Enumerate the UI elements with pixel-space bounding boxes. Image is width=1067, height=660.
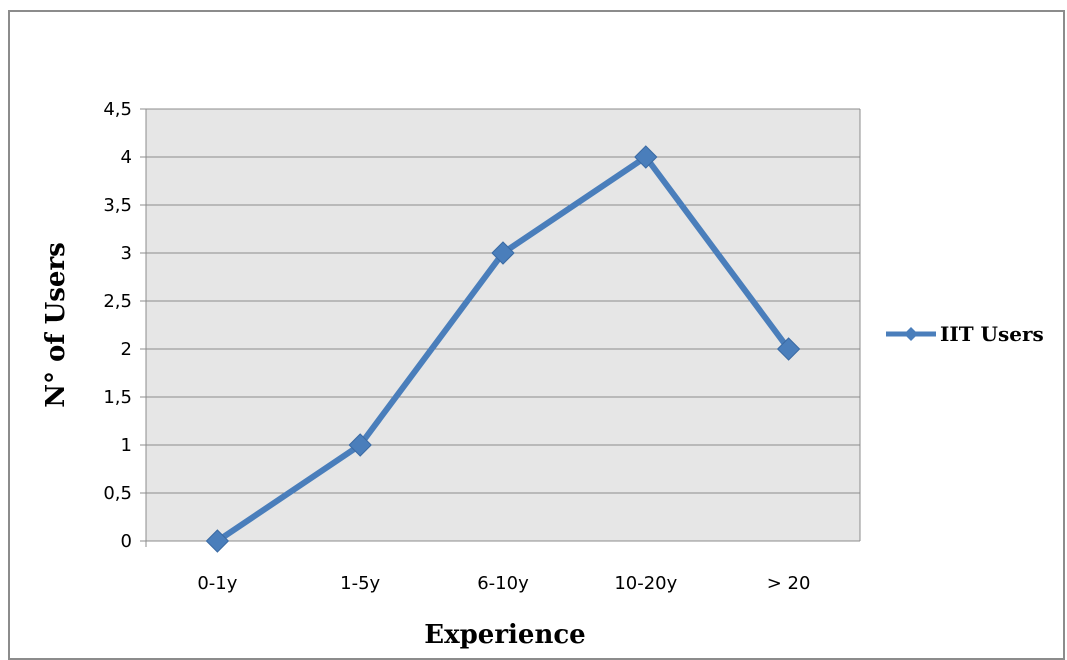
legend-label: IIT Users [940,322,1044,346]
data-point-marker [348,433,372,457]
data-point-marker [491,241,515,265]
plot-area [146,109,860,541]
y-tick-label: 4 [121,147,132,168]
data-point-marker [776,337,801,361]
series-group [205,145,801,553]
x-tick-label: 1-5y [340,573,380,594]
gridlines [140,108,861,547]
x-tick-label: 10-20y [614,573,677,594]
y-tick-label: 0,5 [103,483,132,504]
y-tick-label: 4,5 [103,99,132,120]
x-tick-label: > 20 [767,573,811,594]
y-axis-title: N° of Users [41,242,71,408]
y-tick-label: 3,5 [103,195,132,216]
x-axis-title: Experience [424,620,585,650]
x-tick-labels: 0-1y 1-5y 6-10y 10-20y > 20 [197,573,810,594]
data-point-marker [205,529,230,553]
legend: IIT Users [886,322,1044,346]
legend-marker [904,327,918,341]
y-tick-label: 1 [121,435,132,456]
y-tick-label: 2,5 [103,291,132,312]
y-tick-label: 3 [121,243,132,264]
y-tick-label: 0 [121,531,132,552]
y-tick-label: 2 [121,339,132,360]
x-tick-label: 0-1y [197,573,237,594]
x-tick-label: 6-10y [477,573,529,594]
y-tick-labels: 0 0,5 1 1,5 2 2,5 3 3,5 4 4,5 [103,99,132,552]
y-tick-label: 1,5 [103,387,132,408]
data-point-marker [634,145,658,169]
